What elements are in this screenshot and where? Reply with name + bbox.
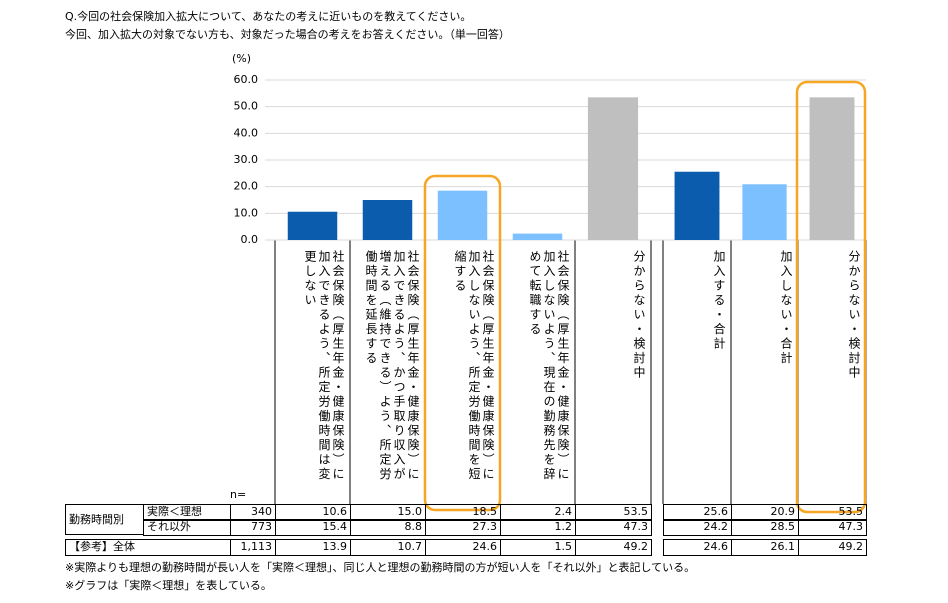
- category-label: 社会保険（厚生年金・健康保険）に加入しないよう、所定労働時間を短縮する: [453, 250, 495, 482]
- value-cell: 47.3: [798, 519, 867, 536]
- y-tick-label: 60.0: [234, 73, 259, 86]
- value-cell: 27.3: [425, 519, 501, 536]
- category-label: 社会保険（厚生年金・健康保険）に加入しないよう、現在の勤務先を辞めて転職する: [528, 250, 570, 482]
- value-cell: 28.5: [731, 519, 799, 536]
- value-cell: 10.7: [350, 539, 426, 556]
- note: ※実際よりも理想の勤務時間が長い人を「実際＜理想」、同じ人と理想の勤務時間の方が…: [65, 561, 696, 574]
- y-tick-label: 10.0: [234, 206, 259, 219]
- bar: [287, 211, 338, 240]
- bar: [362, 200, 413, 240]
- unit-label: (%): [232, 52, 252, 65]
- value-cell: 47.3: [575, 519, 652, 536]
- value-cell: 1.5: [500, 539, 576, 556]
- value-cell: 15.4: [275, 519, 351, 536]
- n-cell: 1,113: [230, 539, 276, 556]
- y-tick-label: 50.0: [234, 100, 259, 113]
- bar: [587, 97, 639, 240]
- value-cell: 26.1: [731, 539, 799, 556]
- category-label: 加入する・合計: [712, 250, 726, 352]
- value-cell: 24.2: [663, 519, 732, 536]
- value-cell: 49.2: [575, 539, 652, 556]
- highlight: [423, 174, 502, 512]
- row-label: それ以外: [143, 519, 231, 536]
- value-cell: 49.2: [798, 539, 867, 556]
- value-cell: 24.6: [425, 539, 501, 556]
- y-tick-label: 40.0: [234, 126, 259, 139]
- bar: [512, 233, 563, 240]
- category-label: 分からない・検討中: [632, 250, 646, 381]
- bar: [809, 97, 855, 240]
- category-label: 分からない・検討中: [847, 250, 861, 381]
- category-label: 加入しない・合計: [779, 250, 793, 366]
- instruction: 今回、加入拡大の対象でない方も、対象だった場合の考えをお答えください。（単一回答…: [65, 28, 510, 41]
- bar: [742, 184, 787, 240]
- category-label: 社会保険（厚生年金・健康保険）に加入できるよう、かつ手取り収入が増える（維持でき…: [364, 250, 420, 482]
- row-group-label: 勤務時間別: [65, 504, 144, 535]
- highlight: [795, 80, 867, 514]
- value-cell: 13.9: [275, 539, 351, 556]
- y-tick-label: 30.0: [234, 153, 259, 166]
- bar: [437, 190, 488, 240]
- value-cell: 24.6: [663, 539, 732, 556]
- value-cell: 1.2: [500, 519, 576, 536]
- note: ※グラフは「実際＜理想」を表している。: [65, 579, 272, 592]
- value-cell: 53.5: [575, 504, 652, 521]
- row-label: 【参考】全体: [65, 539, 231, 556]
- y-tick-label: 0.0: [241, 233, 259, 246]
- y-tick-label: 20.0: [234, 180, 259, 193]
- value-cell: 53.5: [798, 504, 867, 521]
- n-label: n=: [230, 488, 247, 501]
- n-cell: 773: [230, 519, 276, 536]
- value-cell: 8.8: [350, 519, 426, 536]
- category-label: 社会保険（厚生年金・健康保険）に加入できるよう、所定労働時間は変更しない: [303, 250, 345, 482]
- bar: [674, 171, 720, 240]
- question: Q.今回の社会保険加入拡大について、あなたの考えに近いものを教えてください。: [65, 10, 472, 23]
